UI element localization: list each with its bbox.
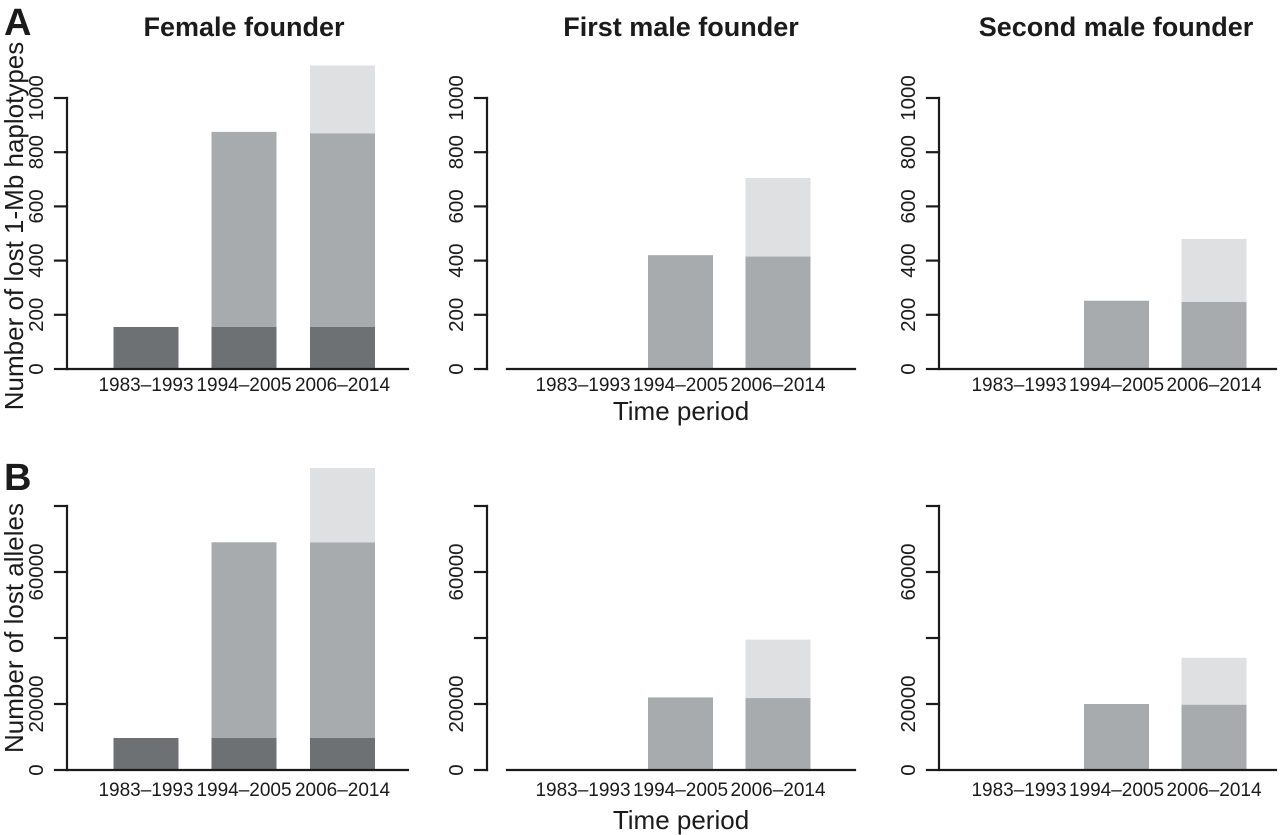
panel-b3-second-male-founder-alleles: 1983–1993 1994–2005 2006–2014 0 20000 60000 (897, 504, 1278, 801)
bar-a2-3-light-gray-segment (745, 177, 811, 257)
panel-label-b: B (4, 457, 31, 499)
x-tick-label-a2-3: 2006–2014 (730, 375, 826, 396)
y-tick-label-b3-60000: 60000 (897, 543, 920, 600)
x-tick-label-a3-1: 1983–1993 (971, 375, 1066, 396)
panel-title-second-male-founder: Second male founder (979, 12, 1254, 42)
bar-b2-3-light-gray-segment (745, 639, 811, 699)
bar-a2-3-medium-gray-segment (745, 256, 811, 369)
bar-b2-3-medium-gray-segment (745, 698, 811, 770)
bar-a1-3-light-gray-segment (310, 65, 375, 134)
x-tick-label-b2-1: 1983–1993 (535, 780, 630, 801)
x-axis-title-row-a: Time period (613, 396, 749, 426)
bar-a1-2-dark-gray-segment (211, 326, 277, 369)
y-axis-title-row-a: Number of lost 1-Mb haplotypes (0, 42, 29, 411)
bar-a3-3-light-gray-segment (1181, 238, 1247, 302)
y-tick-label-a1-600: 600 (25, 189, 48, 223)
y-tick-label-a2-200: 200 (445, 298, 468, 332)
bar-b1-2-dark-gray-segment (211, 737, 277, 770)
y-tick-label-a1-800: 800 (25, 135, 48, 169)
y-tick-label-b3-20000: 20000 (897, 675, 920, 732)
x-tick-label-b3-2: 1994–2005 (1069, 780, 1164, 801)
x-tick-label-b3-1: 1983–1993 (971, 780, 1066, 801)
y-tick-label-a3-600: 600 (897, 189, 920, 223)
y-tick-label-a2-800: 800 (445, 135, 468, 169)
y-tick-label-b2-0: 0 (445, 764, 468, 775)
x-tick-label-a1-3: 2006–2014 (295, 375, 391, 396)
y-tick-label-a2-600: 600 (445, 189, 468, 223)
panel-a2-first-male-founder-haplotypes: 1983–1993 1994–2005 2006–2014 0 200 400 600 800… (445, 75, 857, 396)
bar-b1-3-dark-gray-segment (310, 737, 375, 770)
panel-title-female-founder: Female founder (143, 12, 345, 42)
bar-a2-2-medium-gray-segment (648, 255, 713, 369)
panel-b1-female-founder-alleles: 1983–1993 1994–2005 2006–2014 0 20000 60000 (25, 468, 410, 801)
panel-b2-first-male-founder-alleles: 1983–1993 1994–2005 2006–2014 0 20000 60000 (445, 504, 857, 801)
y-tick-label-a1-400: 400 (25, 243, 48, 277)
y-tick-label-b1-20000: 20000 (25, 675, 48, 732)
y-tick-label-a2-400: 400 (445, 243, 468, 277)
bar-b1-2-medium-gray-segment (211, 542, 277, 738)
bar-b3-3-light-gray-segment (1181, 657, 1247, 705)
x-tick-label-b1-3: 2006–2014 (295, 780, 391, 801)
y-axis-title-row-b: Number of lost alleles (0, 503, 29, 753)
panel-a1-female-founder-haplotypes: 1983–1993 1994–2005 2006–2014 0 200 400 600 800… (25, 65, 410, 396)
bar-a1-3-medium-gray-segment (310, 133, 375, 327)
bar-a3-3-medium-gray-segment (1181, 301, 1247, 369)
bar-b1-1-dark-gray-segment (113, 737, 179, 770)
y-tick-label-a3-1000: 1000 (897, 75, 920, 121)
y-tick-label-a3-200: 200 (897, 298, 920, 332)
y-tick-label-a1-0: 0 (25, 363, 48, 374)
y-tick-label-a1-200: 200 (25, 298, 48, 332)
bar-b3-3-medium-gray-segment (1181, 704, 1247, 770)
x-axis-title-row-b: Time period (613, 805, 749, 835)
panel-title-first-male-founder: First male founder (563, 12, 799, 42)
y-tick-label-b2-20000: 20000 (445, 675, 468, 732)
bar-b2-2-medium-gray-segment (648, 697, 713, 770)
bar-a1-2-medium-gray-segment (211, 131, 277, 327)
x-tick-label-a2-1: 1983–1993 (535, 375, 630, 396)
y-tick-label-a2-1000: 1000 (445, 75, 468, 121)
y-tick-label-b1-60000: 60000 (25, 543, 48, 600)
panel-a3-second-male-founder-haplotypes: 1983–1993 1994–2005 2006–2014 0 200 400 600 800… (897, 75, 1278, 396)
bar-a1-1-dark-gray-segment (113, 326, 179, 369)
y-tick-label-b2-60000: 60000 (445, 543, 468, 600)
bar-a3-2-medium-gray-segment (1084, 300, 1149, 369)
x-tick-label-b3-3: 2006–2014 (1166, 780, 1262, 801)
x-tick-label-b1-1: 1983–1993 (98, 780, 193, 801)
x-tick-label-a3-2: 1994–2005 (1069, 375, 1164, 396)
y-tick-label-a3-800: 800 (897, 135, 920, 169)
y-tick-label-a2-0: 0 (445, 363, 468, 374)
bar-b1-3-medium-gray-segment (310, 542, 375, 738)
y-tick-label-a3-0: 0 (897, 363, 920, 374)
y-tick-label-a3-400: 400 (897, 243, 920, 277)
x-tick-label-a2-2: 1994–2005 (633, 375, 728, 396)
y-tick-label-a1-1000: 1000 (25, 75, 48, 121)
x-tick-label-a3-3: 2006–2014 (1166, 375, 1262, 396)
x-tick-label-b2-3: 2006–2014 (730, 780, 826, 801)
bar-b3-2-medium-gray-segment (1084, 704, 1149, 770)
bar-a1-3-dark-gray-segment (310, 326, 375, 369)
bar-b1-3-light-gray-segment (310, 468, 375, 543)
x-tick-label-b1-2: 1994–2005 (196, 780, 291, 801)
panel-label-a: A (4, 2, 31, 44)
y-tick-label-b1-0: 0 (25, 764, 48, 775)
x-tick-label-a1-2: 1994–2005 (196, 375, 291, 396)
x-tick-label-a1-1: 1983–1993 (98, 375, 193, 396)
x-tick-label-b2-2: 1994–2005 (633, 780, 728, 801)
y-tick-label-b3-0: 0 (897, 764, 920, 775)
